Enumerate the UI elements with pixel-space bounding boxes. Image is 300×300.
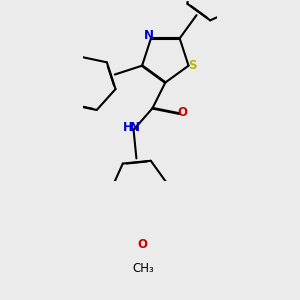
Text: N: N xyxy=(144,29,154,42)
Text: CH₃: CH₃ xyxy=(132,262,154,275)
Text: S: S xyxy=(188,59,197,72)
Text: O: O xyxy=(178,106,188,119)
Text: N: N xyxy=(130,122,140,134)
Text: O: O xyxy=(137,238,147,251)
Text: H: H xyxy=(123,122,133,134)
